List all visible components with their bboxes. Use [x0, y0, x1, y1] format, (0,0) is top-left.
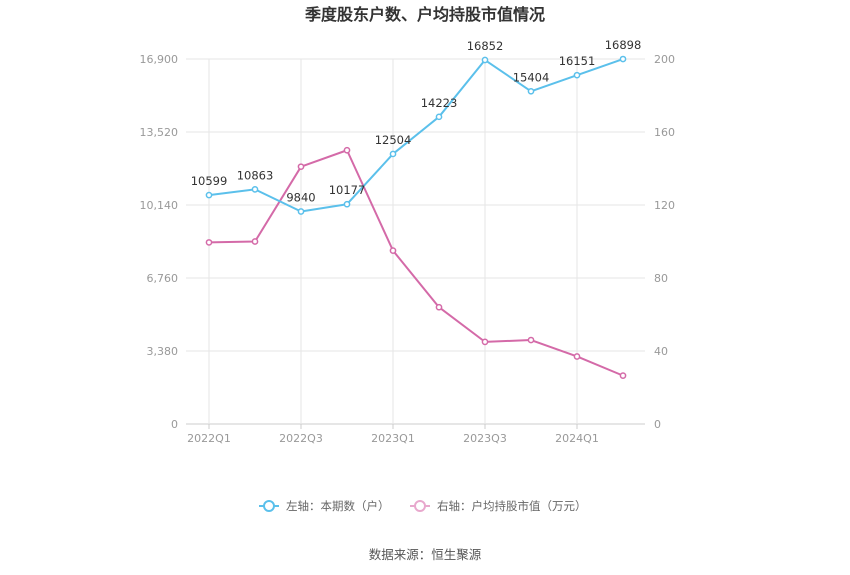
source-note: 数据来源：恒生聚源: [369, 547, 482, 562]
data-point: [297, 163, 305, 171]
right-axis: 0 40 80 120 160 200: [654, 53, 675, 431]
grid: [186, 58, 645, 425]
data-label: 14223: [421, 96, 458, 110]
data-label: 16852: [467, 39, 504, 53]
legend-item-right-series[interactable]: 右轴：户均持股市值（万元）: [410, 499, 587, 513]
left-tick-label: 3,380: [147, 345, 179, 358]
right-tick-label: 80: [654, 272, 668, 285]
data-label: 12504: [375, 133, 412, 147]
legend-label: 左轴：本期数（户）: [286, 499, 390, 513]
data-label: 9840: [286, 190, 315, 204]
data-point: [343, 200, 351, 208]
data-point: [481, 56, 489, 64]
x-tick-label: 2022Q1: [187, 432, 231, 445]
data-point: [251, 186, 259, 193]
data-point: [297, 208, 305, 215]
right-tick-label: 0: [654, 418, 661, 431]
left-tick-label: 16,900: [140, 53, 179, 66]
right-tick-label: 120: [654, 199, 675, 212]
data-label: 16898: [605, 38, 642, 52]
data-point: [205, 239, 213, 246]
data-label: 16151: [559, 54, 596, 68]
legend-label: 右轴：户均持股市值（万元）: [437, 499, 587, 513]
right-tick-label: 200: [654, 53, 675, 66]
data-point: [389, 150, 397, 158]
series-line: [208, 58, 624, 213]
right-tick-label: 160: [654, 126, 675, 139]
legend-marker-icon: [414, 500, 426, 512]
data-point: [389, 247, 397, 254]
left-tick-label: 13,520: [140, 126, 179, 139]
x-tick-label: 2023Q1: [371, 432, 415, 445]
series-group: 10599 10863 9840 10177 12504 14223 16852 15404 1…: [191, 38, 642, 379]
data-point: [573, 71, 581, 79]
chart-title: 季度股东户数、户均持股市值情况: [304, 5, 545, 24]
legend[interactable]: 左轴：本期数（户） 右轴：户均持股市值（万元）: [259, 499, 587, 513]
data-label: 10177: [329, 183, 366, 197]
data-point: [527, 87, 535, 95]
data-label: 10863: [237, 168, 274, 182]
legend-marker-icon: [263, 500, 275, 512]
data-label: 10599: [191, 174, 228, 188]
right-tick-label: 40: [654, 345, 668, 358]
x-tick-label: 2023Q3: [463, 432, 507, 445]
data-point: [205, 191, 213, 199]
left-axis: 0 3,380 6,760 10,140 13,520 16,900: [140, 53, 179, 431]
data-point: [435, 303, 443, 311]
x-axis: 2022Q1 2022Q3 2023Q1 2023Q3 2024Q1: [187, 424, 599, 445]
x-tick-label: 2024Q1: [555, 432, 599, 445]
data-point: [435, 113, 443, 121]
data-point: [251, 238, 259, 245]
data-label: 15404: [513, 70, 550, 84]
data-point: [619, 372, 627, 379]
data-point: [573, 353, 581, 360]
series-line: [208, 149, 624, 377]
data-point: [619, 55, 627, 63]
legend-item-left-series[interactable]: 左轴：本期数（户）: [259, 499, 390, 513]
left-tick-label: 0: [171, 418, 178, 431]
left-tick-label: 6,760: [147, 272, 179, 285]
data-point: [527, 336, 535, 344]
data-point: [343, 146, 351, 154]
left-tick-label: 10,140: [140, 199, 179, 212]
data-point: [481, 338, 489, 346]
x-tick-label: 2022Q3: [279, 432, 323, 445]
